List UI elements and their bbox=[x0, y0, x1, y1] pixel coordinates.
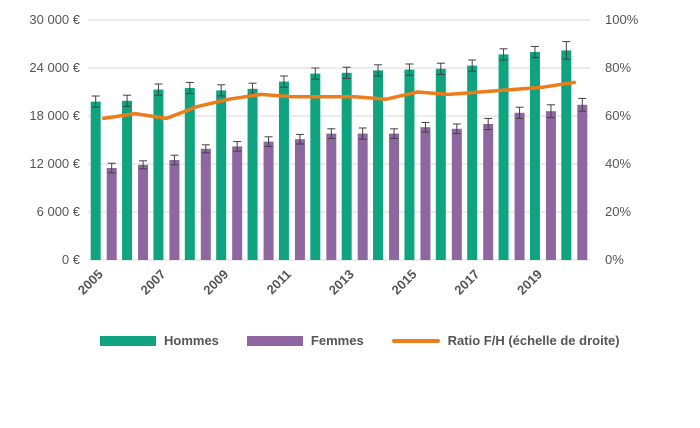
bar-femmes bbox=[483, 124, 494, 260]
y-right-tick-label: 0% bbox=[605, 252, 624, 267]
bar-hommes bbox=[404, 69, 415, 260]
x-tick-label: 2017 bbox=[451, 267, 482, 298]
bar-hommes bbox=[529, 52, 540, 260]
bar-femmes bbox=[232, 146, 243, 260]
bar-femmes bbox=[263, 141, 274, 260]
y-right-tick-label: 60% bbox=[605, 108, 631, 123]
bar-hommes bbox=[373, 70, 384, 261]
legend-label-hommes: Hommes bbox=[164, 333, 219, 348]
bar-femmes bbox=[138, 164, 149, 260]
bar-hommes bbox=[435, 68, 446, 260]
x-tick-label: 2007 bbox=[138, 267, 169, 298]
x-tick-label: 2011 bbox=[264, 267, 295, 298]
bar-femmes bbox=[389, 133, 400, 260]
legend-item-hommes: Hommes bbox=[100, 333, 219, 348]
bar-hommes bbox=[153, 89, 164, 260]
y-left-tick-label: 6 000 € bbox=[37, 204, 81, 219]
legend-swatch-femmes bbox=[246, 335, 303, 346]
bar-femmes bbox=[326, 133, 337, 260]
bar-femmes bbox=[200, 148, 211, 260]
bar-femmes bbox=[577, 104, 588, 260]
y-right-tick-label: 100% bbox=[605, 12, 639, 27]
bar-hommes bbox=[498, 54, 509, 261]
bar-hommes bbox=[90, 101, 101, 260]
bar-femmes bbox=[169, 160, 180, 260]
chart-legend: Hommes Femmes Ratio F/H (échelle de droi… bbox=[100, 333, 620, 348]
ratio-line bbox=[101, 80, 577, 121]
legend-item-ratio: Ratio F/H (échelle de droite) bbox=[391, 333, 620, 348]
bar-hommes bbox=[561, 50, 572, 261]
x-tick-label: 2009 bbox=[200, 267, 231, 298]
bar-hommes bbox=[184, 88, 195, 260]
bar-femmes bbox=[545, 111, 556, 260]
y-right-tick-label: 40% bbox=[605, 156, 631, 171]
x-tick-label: 2019 bbox=[514, 267, 545, 298]
legend-label-ratio: Ratio F/H (échelle de droite) bbox=[447, 333, 620, 348]
y-left-tick-label: 12 000 € bbox=[29, 156, 80, 171]
x-tick-label: 2013 bbox=[326, 267, 357, 298]
x-tick-label: 2015 bbox=[389, 267, 420, 298]
y-left-tick-label: 0 € bbox=[62, 252, 81, 267]
y-right-tick-label: 80% bbox=[605, 60, 631, 75]
legend-label-femmes: Femmes bbox=[310, 333, 364, 348]
bar-femmes bbox=[357, 133, 368, 260]
bar-hommes bbox=[310, 73, 321, 260]
bar-femmes bbox=[294, 139, 305, 260]
y-left-tick-label: 30 000 € bbox=[29, 12, 80, 27]
bar-femmes bbox=[451, 128, 462, 260]
bar-femmes bbox=[420, 127, 431, 260]
y-right-tick-label: 20% bbox=[605, 204, 631, 219]
y-left-tick-label: 18 000 € bbox=[29, 108, 80, 123]
legend-item-femmes: Femmes bbox=[246, 333, 364, 348]
bar-femmes bbox=[106, 168, 117, 260]
bar-hommes bbox=[247, 88, 258, 260]
bar-hommes bbox=[467, 65, 478, 260]
bar-hommes bbox=[122, 100, 133, 260]
bar-femmes bbox=[514, 112, 525, 260]
y-left-tick-label: 24 000 € bbox=[29, 60, 80, 75]
bar-hommes bbox=[278, 81, 289, 260]
bar-hommes bbox=[216, 90, 227, 261]
legend-swatch-hommes bbox=[100, 335, 156, 346]
legend-swatch-ratio bbox=[391, 338, 440, 343]
x-tick-label: 2005 bbox=[75, 267, 106, 298]
bar-hommes bbox=[341, 72, 352, 260]
